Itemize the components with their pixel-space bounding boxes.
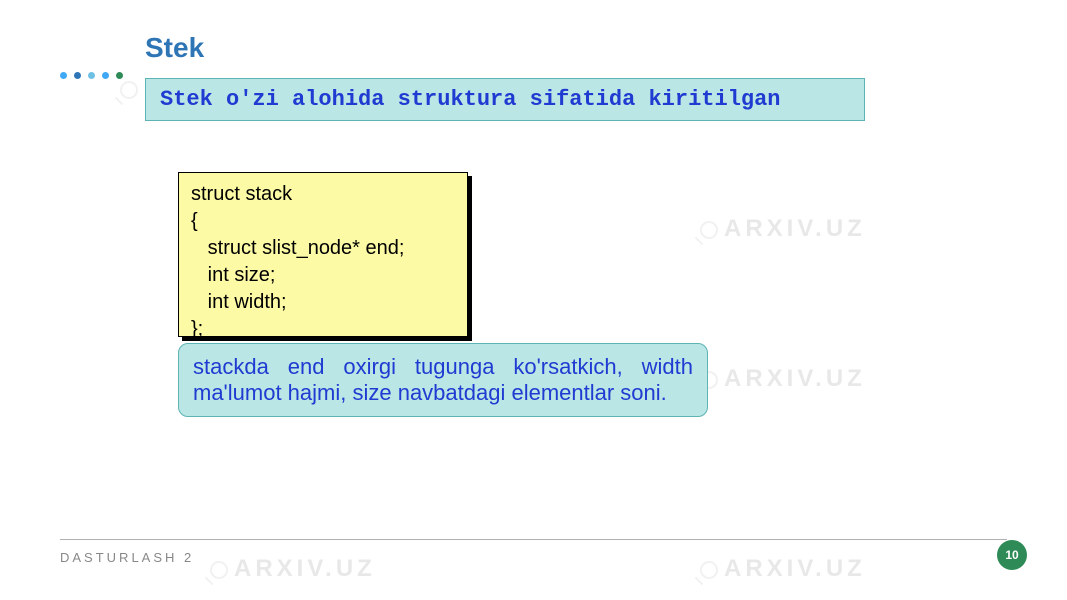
dot <box>102 72 109 79</box>
dot <box>88 72 95 79</box>
dot <box>60 72 67 79</box>
definition-banner: Stek o'zi alohida struktura sifatida kir… <box>145 78 865 121</box>
slide-title: Stek <box>145 32 204 64</box>
description-box: stackda end oxirgi tugunga ko'rsatkich, … <box>178 343 708 417</box>
footer-text: DASTURLASH 2 <box>60 550 194 565</box>
dot <box>116 72 123 79</box>
code-box: struct stack { struct slist_node* end; i… <box>178 172 468 337</box>
footer-divider <box>60 539 1007 540</box>
watermark: ARXIV.UZ <box>210 555 376 583</box>
watermark: ARXIV.UZ <box>700 215 866 243</box>
dot <box>74 72 81 79</box>
decorative-dots <box>60 72 123 79</box>
page-number-badge: 10 <box>997 540 1027 570</box>
watermark: ARXIV.UZ <box>700 555 866 583</box>
watermark: ARXIV.UZ <box>700 365 866 393</box>
